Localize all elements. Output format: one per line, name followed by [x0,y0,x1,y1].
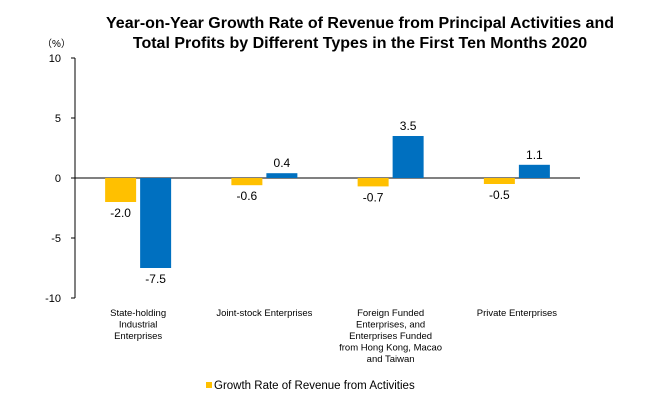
y-tick-label: 10 [49,53,61,65]
chart-title: Year-on-Year Growth Rate of Revenue from… [70,14,650,54]
bar-series-2-2 [266,173,298,178]
bar-series-2-4 [518,164,550,178]
category-label-4: Private Enterprises [477,308,558,319]
category-label-1: State-holding [110,308,166,319]
category-label-2: Joint-stock Enterprises [216,308,312,319]
category-label-3: Enterprises Funded [349,331,432,342]
bar-series-1-1 [105,178,137,202]
legend-label: Growth Rate of Revenue from Activities [214,380,415,392]
bar-series-1-2 [231,178,263,186]
bar-series-1-4 [483,178,515,184]
category-label-1: Industrial [119,320,158,331]
bar-series-2-1 [140,178,172,268]
y-axis-unit-label: （%） [42,38,71,50]
legend-swatch [206,382,212,388]
chart-title-line-1: Year-on-Year Growth Rate of Revenue from… [106,15,614,32]
category-label-1: Enterprises [114,331,162,342]
y-tick-label: 5 [55,113,61,125]
y-tick-label: -5 [51,233,61,245]
y-tick-label: 0 [55,173,61,185]
category-label-3: Enterprises, and [356,320,425,331]
category-label-3: Foreign Funded [357,308,424,319]
chart-title-line-2: Total Profits by Different Types in the … [132,35,588,52]
bar-series-2-3 [392,136,424,178]
data-label-series-2-2: 0.4 [274,156,291,170]
category-label-3: and Taiwan [367,354,415,365]
data-label-series-2-3: 3.5 [400,119,417,133]
category-label-3: from Hong Kong, Macao [339,343,442,354]
data-label-series-2-1: -7.5 [145,272,166,286]
data-label-series-1-1: -2.0 [110,206,131,220]
data-label-series-1-4: -0.5 [489,188,510,202]
data-label-series-2-4: 1.1 [526,148,543,162]
y-tick-label: -10 [45,293,61,305]
data-label-series-1-2: -0.6 [237,189,258,203]
bar-series-1-3 [357,178,389,187]
data-label-series-1-3: -0.7 [363,190,384,204]
